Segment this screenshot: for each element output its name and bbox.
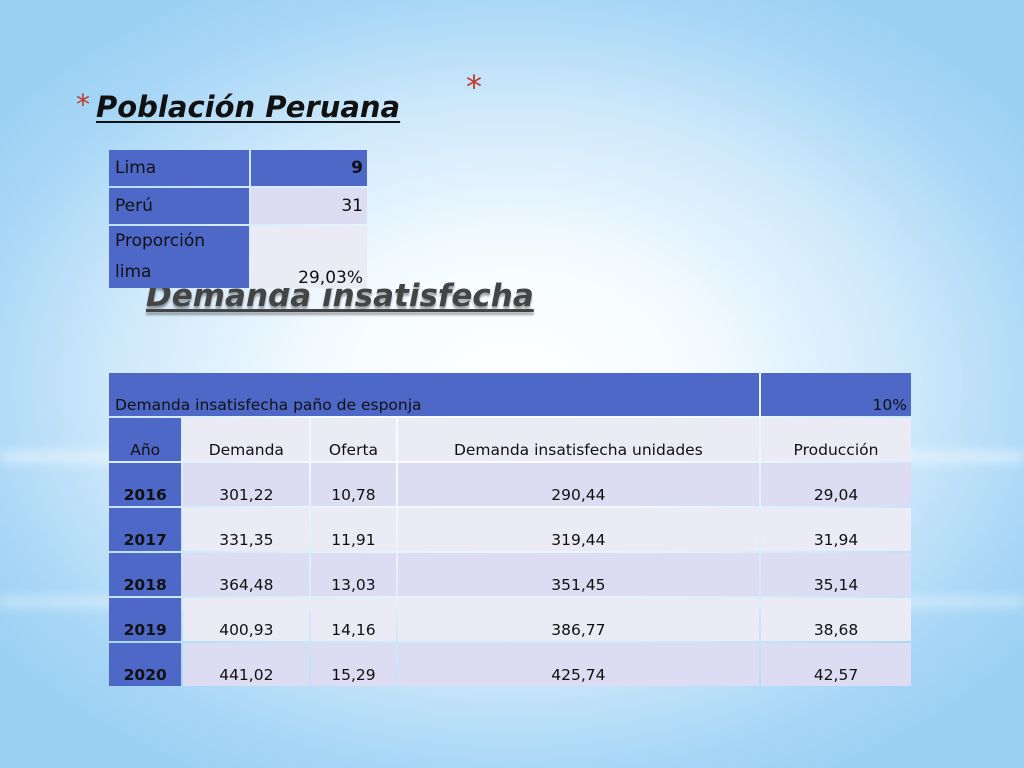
table-row: 2016 301,22 10,78 290,44 29,04: [109, 463, 911, 506]
table-cell: 38,68: [761, 598, 911, 641]
table-row: 2019 400,93 14,16 386,77 38,68: [109, 598, 911, 641]
column-header: Demanda insatisfecha unidades: [397, 418, 759, 461]
table-cell-label: Proporción lima: [109, 226, 249, 288]
table-cell-year: 2019: [109, 598, 182, 641]
table-cell-value: 9: [251, 150, 367, 186]
table-row: 2020 441,02 15,29 425,74 42,57: [109, 643, 911, 686]
table-cell: 35,14: [761, 553, 911, 596]
table-cell: 31,94: [761, 508, 911, 551]
column-header: Año: [109, 418, 182, 461]
table-row: Lima 9: [109, 150, 367, 186]
table-cell: 15,29: [311, 643, 396, 686]
table-cell: 331,35: [183, 508, 310, 551]
bullet-star-icon: *: [466, 68, 482, 106]
table-cell: 400,93: [183, 598, 310, 641]
table-cell-year: 2018: [109, 553, 182, 596]
table-percent: 10%: [761, 373, 911, 416]
table-cell: 425,74: [397, 643, 759, 686]
table-cell: 13,03: [311, 553, 396, 596]
table-cell: 10,78: [311, 463, 396, 506]
table-cell-year: 2016: [109, 463, 182, 506]
title-poblacion: Población Peruana: [96, 90, 401, 124]
table-cell-value: 29,03%: [251, 226, 367, 288]
table-cell: 351,45: [397, 553, 759, 596]
table-cell-label: Lima: [109, 150, 249, 186]
table-cell: 290,44: [397, 463, 759, 506]
table-cell-label: Perú: [109, 188, 249, 224]
column-header: Producción: [761, 418, 911, 461]
table-header-row: Año Demanda Oferta Demanda insatisfecha …: [109, 418, 911, 461]
table-cell-value: 31: [251, 188, 367, 224]
table-title: Demanda insatisfecha paño de esponja: [109, 373, 759, 416]
table-row: Proporción lima 29,03%: [109, 226, 367, 288]
table-cell-year: 2017: [109, 508, 182, 551]
bullet-star-icon: *: [76, 88, 90, 121]
column-header: Oferta: [311, 418, 396, 461]
table-row: 2018 364,48 13,03 351,45 35,14: [109, 553, 911, 596]
demand-table: Demanda insatisfecha paño de esponja 10%…: [107, 371, 913, 688]
table-cell: 11,91: [311, 508, 396, 551]
table-cell-year: 2020: [109, 643, 182, 686]
table-cell: 42,57: [761, 643, 911, 686]
table-cell: 319,44: [397, 508, 759, 551]
table-title-row: Demanda insatisfecha paño de esponja 10%: [109, 373, 911, 416]
table-row: 2017 331,35 11,91 319,44 31,94: [109, 508, 911, 551]
table-cell: 14,16: [311, 598, 396, 641]
table-cell: 301,22: [183, 463, 310, 506]
table-cell: 364,48: [183, 553, 310, 596]
column-header: Demanda: [183, 418, 310, 461]
table-cell: 29,04: [761, 463, 911, 506]
table-cell: 386,77: [397, 598, 759, 641]
table-cell: 441,02: [183, 643, 310, 686]
population-table: Lima 9 Perú 31 Proporción lima 29,03%: [107, 148, 369, 290]
table-row: Perú 31: [109, 188, 367, 224]
